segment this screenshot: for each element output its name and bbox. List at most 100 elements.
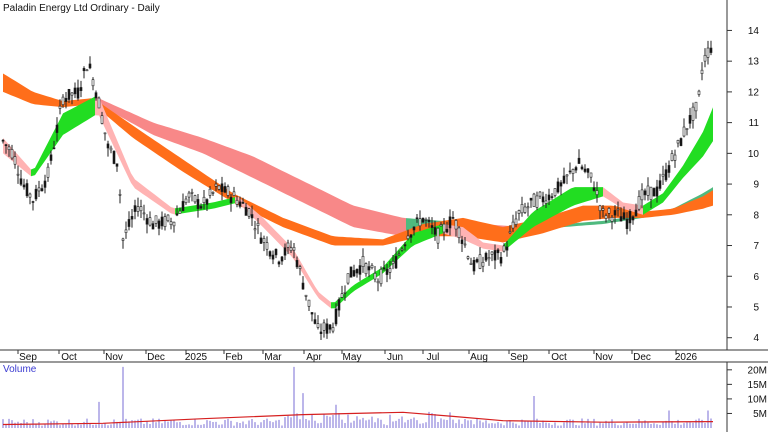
price-bar: [490, 251, 494, 262]
price-bar: [43, 174, 47, 194]
price-bar: [88, 56, 92, 70]
price-bar: [634, 203, 638, 217]
price-bar: [697, 89, 701, 97]
price-bar: [445, 221, 449, 234]
price-bar: [397, 250, 401, 256]
price-bar: [244, 202, 248, 216]
price-bar: [394, 247, 398, 270]
price-bar: [571, 168, 575, 182]
y-tick-label: 14: [748, 26, 760, 37]
price-bar: [340, 285, 344, 299]
price-bar: [646, 177, 650, 201]
price-bar: [328, 323, 332, 334]
price-bar: [40, 184, 44, 192]
price-bar: [217, 185, 221, 191]
price-bar: [358, 259, 362, 281]
price-bar: [28, 192, 32, 205]
x-tick-label: Feb: [225, 352, 243, 363]
price-bar: [427, 216, 431, 228]
price-bar: [202, 189, 206, 210]
price-bar: [433, 220, 437, 241]
price-bar: [586, 167, 590, 179]
price-bar: [664, 162, 668, 182]
price-bar: [421, 217, 425, 224]
price-bar: [22, 178, 26, 190]
price-bar: [229, 193, 233, 212]
price-bar: [466, 255, 470, 261]
price-bar: [34, 184, 38, 202]
price-bar: [106, 140, 110, 157]
price-bar: [148, 211, 152, 227]
band-medium-segment-5: [503, 205, 611, 243]
x-tick-label: Dec: [633, 352, 651, 363]
x-tick-label: Apr: [306, 352, 322, 363]
price-bar: [604, 213, 608, 223]
price-bar: [379, 266, 383, 287]
price-bar: [619, 207, 623, 222]
price-bar: [658, 173, 662, 191]
price-bar: [679, 137, 683, 147]
price-bar: [4, 143, 8, 154]
price-bar: [457, 226, 461, 244]
price-bar: [163, 213, 167, 231]
price-bar: [616, 201, 620, 217]
price-bar: [67, 88, 71, 103]
band-short-segment-8: [603, 187, 643, 215]
price-bar: [130, 209, 134, 228]
price-bar: [478, 247, 482, 270]
price-bar: [184, 195, 188, 205]
price-bar: [409, 233, 413, 243]
price-bar: [643, 188, 647, 201]
price-bar: [376, 278, 380, 292]
price-bar: [430, 217, 434, 235]
volume-tick-label: 10M: [748, 394, 767, 405]
price-bar: [259, 232, 263, 244]
price-bar: [346, 273, 350, 285]
price-bar: [544, 193, 548, 208]
price-bar: [649, 186, 653, 209]
price-bar: [58, 99, 62, 115]
price-bar: [556, 177, 560, 194]
price-bar: [145, 214, 149, 234]
x-tick-label: Dec: [147, 352, 165, 363]
price-bar: [235, 195, 239, 208]
price-bar: [301, 276, 305, 290]
price-bar: [352, 264, 356, 278]
band-short-segment-2: [95, 96, 175, 215]
y-tick-label: 7: [753, 241, 759, 252]
price-bar: [13, 151, 17, 169]
price-bar: [91, 77, 95, 91]
price-bar: [469, 257, 473, 265]
price-bar: [523, 202, 527, 215]
price-bar: [142, 204, 146, 221]
price-bar: [547, 188, 551, 205]
price-bar: [412, 226, 416, 236]
price-bar: [247, 207, 251, 220]
volume-panel: 20M 15M 10M 5M: [2, 365, 767, 428]
price-bar: [292, 243, 296, 259]
price-bar: [337, 297, 341, 317]
price-bar: [304, 294, 308, 301]
band-short-segment-1: [31, 96, 95, 177]
volume-tick-label: 5M: [753, 409, 767, 420]
volume-average-line: [2, 411, 714, 426]
price-bar: [562, 167, 566, 185]
band-short-segment-9: [643, 107, 713, 215]
price-bar: [493, 244, 497, 270]
price-bar: [112, 150, 116, 165]
price-bar: [355, 268, 359, 278]
price-bar: [499, 251, 503, 267]
price-bar: [661, 165, 665, 185]
price-bar: [1, 139, 5, 144]
price-bar: [121, 237, 125, 249]
price-bar: [577, 149, 581, 164]
price-bar: [220, 176, 224, 201]
price-bar: [424, 217, 428, 227]
y-tick-label: 10: [748, 149, 760, 160]
price-bar: [436, 227, 440, 250]
price-bar: [166, 214, 170, 223]
price-bar: [226, 184, 230, 198]
price-bar: [139, 199, 143, 218]
price-bar: [19, 169, 23, 187]
